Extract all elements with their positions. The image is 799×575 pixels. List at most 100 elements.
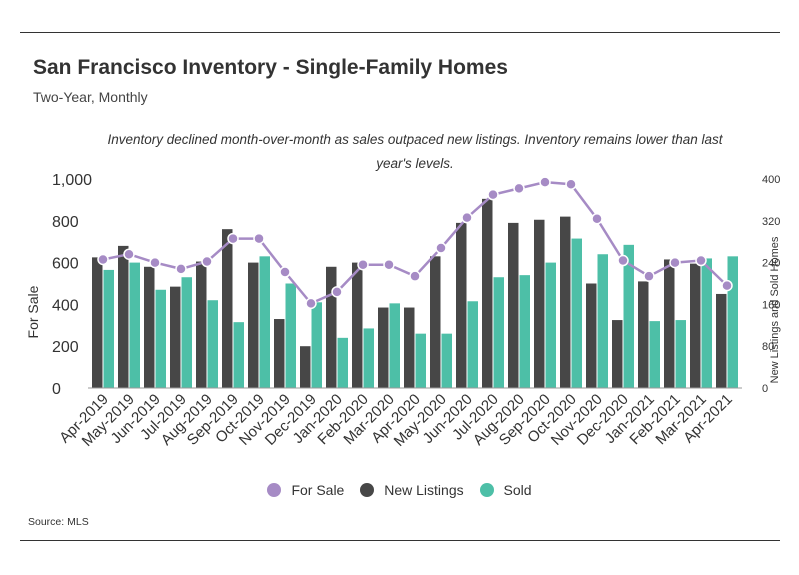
bar-new-listings — [690, 263, 701, 388]
bar-sold — [571, 238, 582, 388]
legend: For Sale New Listings Sold — [0, 482, 799, 500]
bar-sold — [363, 328, 374, 388]
bar-sold — [493, 277, 504, 388]
bar-new-listings — [352, 262, 363, 388]
legend-item-new-listings: New Listings — [360, 482, 464, 498]
right-axis-tick-label: 160 — [762, 299, 780, 311]
bar-new-listings — [196, 261, 207, 388]
legend-label-new-listings: New Listings — [384, 482, 464, 498]
bar-sold — [389, 303, 400, 388]
right-axis-tick-label: 320 — [762, 216, 780, 228]
point-for-sale — [331, 286, 343, 298]
bar-new-listings — [300, 346, 311, 388]
legend-item-sold: Sold — [479, 482, 532, 498]
point-for-sale — [383, 258, 395, 271]
bar-new-listings — [222, 229, 233, 388]
left-axis-tick-label: 600 — [52, 256, 79, 273]
legend-swatch-new-listings — [360, 483, 375, 497]
bar-new-listings — [534, 219, 545, 388]
chart-subtitle: Two-Year, Monthly — [33, 89, 148, 105]
left-axis-title: For Sale — [25, 285, 41, 338]
point-for-sale — [227, 232, 239, 245]
bar-sold — [337, 337, 348, 388]
bar-new-listings — [482, 198, 493, 388]
point-for-sale — [669, 256, 681, 269]
chart-canvas: 0 200 400 600 800 1,000 0 80 160 240 320 400 For Sal… — [25, 172, 781, 450]
bar-sold — [675, 320, 686, 388]
point-for-sale — [643, 270, 655, 282]
legend-label-sold: Sold — [503, 482, 532, 498]
bar-sold — [181, 277, 192, 388]
bar-sold — [415, 333, 426, 388]
legend-swatch-for-sale — [267, 483, 282, 497]
bar-new-listings — [378, 307, 389, 388]
point-for-sale — [175, 263, 187, 275]
point-for-sale — [539, 176, 551, 188]
point-for-sale — [695, 254, 707, 267]
bar-sold — [727, 256, 738, 388]
bar-new-listings — [248, 262, 259, 388]
bar-new-listings — [508, 222, 519, 388]
bar-sold — [311, 302, 322, 388]
point-for-sale — [253, 232, 265, 245]
point-for-sale — [279, 266, 291, 278]
left-axis-tick-label: 800 — [52, 214, 79, 231]
source-note: Source: MLS — [28, 516, 89, 528]
bar-new-listings — [430, 256, 441, 388]
bar-sold — [129, 262, 140, 388]
bar-sold — [519, 275, 530, 388]
bar-new-listings — [638, 281, 649, 388]
bar-new-listings — [560, 216, 571, 388]
bar-new-listings — [118, 245, 129, 388]
bar-new-listings — [144, 266, 155, 388]
point-for-sale — [513, 182, 525, 195]
point-for-sale — [149, 256, 161, 269]
bar-sold — [207, 300, 218, 388]
right-axis-title: New Listings and Sold Homes — [769, 236, 781, 383]
point-for-sale — [123, 248, 135, 260]
left-axis-tick-label: 400 — [52, 297, 79, 314]
bar-sold — [259, 256, 270, 388]
right-axis-tick-label: 400 — [762, 174, 780, 186]
left-axis-tick-label: 200 — [52, 339, 79, 356]
bar-new-listings — [716, 293, 727, 388]
bar-sold — [441, 333, 452, 388]
bar-sold — [467, 301, 478, 388]
chart-annotation: Inventory declined month-over-month as s… — [107, 132, 723, 171]
bar-new-listings — [612, 320, 623, 388]
left-axis-tick-label: 0 — [52, 381, 61, 398]
point-for-sale — [305, 297, 317, 310]
legend-swatch-sold — [479, 483, 494, 497]
bar-sold — [597, 254, 608, 388]
bar-sold — [285, 283, 296, 388]
legend-item-for-sale: For Sale — [267, 482, 344, 498]
bar-new-listings — [170, 286, 181, 388]
point-for-sale — [201, 255, 213, 268]
bar-new-listings — [404, 307, 415, 388]
point-for-sale — [435, 242, 447, 254]
bar-new-listings — [456, 222, 467, 388]
right-axis-tick-label: 240 — [762, 258, 780, 270]
point-for-sale — [487, 188, 499, 201]
bar-new-listings — [326, 266, 337, 388]
bar-sold — [701, 258, 712, 388]
bar-new-listings — [586, 283, 597, 388]
bar-sold — [155, 289, 166, 388]
bar-sold — [233, 322, 244, 388]
point-for-sale — [97, 253, 109, 266]
point-for-sale — [409, 270, 421, 282]
right-axis-tick-label: 0 — [762, 383, 768, 395]
chart-title: San Francisco Inventory - Single-Family … — [33, 56, 508, 79]
bar-sold — [103, 269, 114, 388]
top-rule — [20, 32, 780, 33]
point-for-sale — [617, 254, 629, 267]
bar-new-listings — [274, 319, 285, 388]
bar-sold — [649, 321, 660, 388]
bar-new-listings — [664, 259, 675, 388]
right-axis-tick-label: 80 — [762, 341, 774, 353]
left-axis-tick-label: 1,000 — [52, 172, 92, 189]
bar-sold — [545, 262, 556, 388]
bottom-rule — [20, 540, 780, 541]
point-for-sale — [565, 178, 577, 190]
point-for-sale — [461, 211, 473, 224]
